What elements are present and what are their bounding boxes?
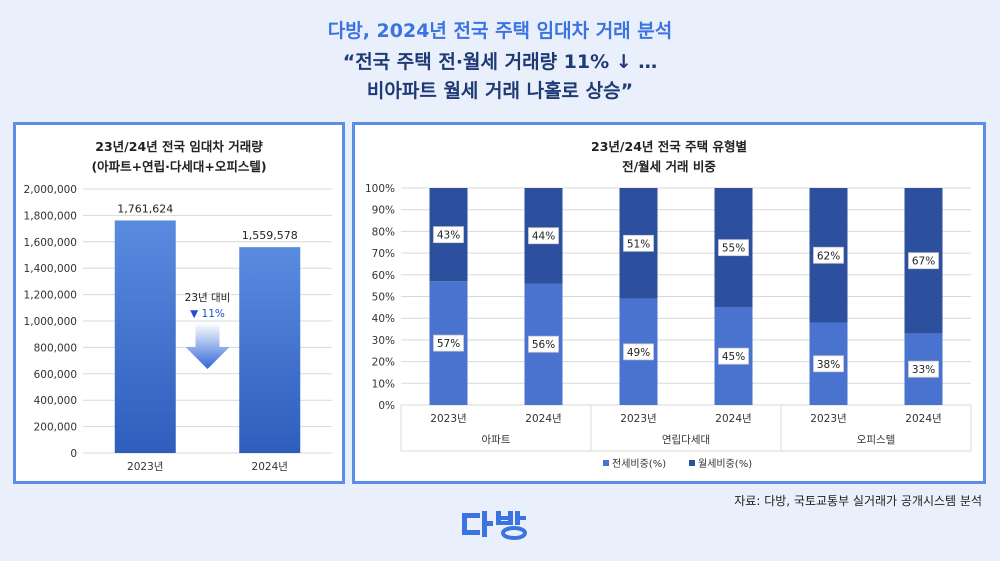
y-tick-label: 600,000: [34, 369, 77, 381]
data-label-box: [528, 335, 559, 353]
volume-chart-subtitle: (아파트+연립·다세대+오피스텔): [91, 159, 267, 174]
source-note: 자료: 다방, 국토교통부 실거래가 공개시스템 분석: [734, 494, 982, 508]
data-label: 67%: [912, 256, 935, 268]
legend-label: 월세비중(%): [698, 458, 752, 470]
y-tick-label: 100%: [365, 183, 395, 195]
y-tick-label: 50%: [372, 292, 395, 304]
data-label: 45%: [722, 351, 745, 363]
y-tick-label: 0: [70, 448, 77, 460]
y-tick-label: 30%: [372, 335, 395, 347]
y-tick-label: 70%: [372, 248, 395, 260]
x-tick-label: 2023년: [127, 461, 163, 473]
y-tick-label: 1,800,000: [24, 210, 77, 222]
data-label-box: [813, 246, 844, 264]
share-chart: 0% 10% 20% 30% 40% 50% 60% 70% 80% 90% 100% 57% 43% 2…: [365, 183, 972, 470]
annotation-change: ▼ 11%: [190, 308, 225, 320]
group-label: 연립다세대: [662, 433, 710, 446]
volume-chart-panel: 23년/24년 전국 임대차 거래량 (아파트+연립·다세대+오피스텔) 0 20…: [13, 122, 345, 484]
data-label-box: [718, 239, 749, 257]
y-tick-label: 1,600,000: [24, 237, 77, 249]
group-label: 오피스텔: [857, 434, 896, 446]
x-tick-label: 2024년: [715, 413, 751, 425]
legend-label: 전세비중(%): [612, 458, 666, 470]
y-tick-label: 60%: [372, 270, 395, 282]
legend-swatch: [603, 460, 609, 466]
share-chart-subtitle: 전/월세 거래 비중: [622, 159, 716, 174]
y-tick-label: 80%: [372, 226, 395, 238]
data-label: 44%: [532, 231, 555, 243]
y-tick-label: 2,000,000: [24, 184, 77, 196]
share-chart-title: 23년/24년 전국 주택 유형별: [591, 139, 747, 154]
data-label: 49%: [627, 347, 650, 359]
data-label-box: [718, 347, 749, 365]
y-tick-label: 10%: [372, 378, 395, 390]
data-label: 33%: [912, 364, 935, 376]
volume-chart: 0 200,000 400,000 600,000 800,000 1,000,000 1,…: [24, 184, 332, 473]
header-title: 다방, 2024년 전국 주택 임대차 거래 분석: [327, 20, 673, 42]
data-label-box: [908, 360, 939, 378]
data-label: 51%: [627, 238, 650, 250]
legend-swatch: [689, 460, 695, 466]
dabang-logo-icon: [462, 511, 527, 540]
data-label-box: [623, 234, 654, 252]
data-label: 1,559,578: [242, 229, 298, 242]
x-tick-label: 2024년: [905, 413, 941, 425]
bar-2023년: [114, 220, 176, 453]
data-label: 38%: [817, 359, 840, 371]
x-tick-label: 2023년: [810, 413, 846, 425]
y-tick-label: 40%: [372, 313, 395, 325]
share-chart-panel: 23년/24년 전국 주택 유형별 전/월세 거래 비중 0% 10% 20% 30%…: [352, 122, 986, 484]
volume-chart-title: 23년/24년 전국 임대차 거래량: [95, 139, 263, 154]
x-tick-label: 2024년: [252, 461, 288, 473]
y-tick-label: 200,000: [34, 422, 77, 434]
y-tick-label: 1,200,000: [24, 290, 77, 302]
data-label: 56%: [532, 339, 555, 351]
data-label: 55%: [722, 243, 745, 255]
data-label: 1,761,624: [117, 202, 173, 215]
data-label-box: [908, 252, 939, 270]
data-label-box: [528, 227, 559, 245]
y-tick-label: 0%: [378, 400, 395, 412]
data-label-box: [433, 334, 464, 352]
annotation-label: 23년 대비: [185, 292, 231, 304]
header-headline-line2: 비아파트 월세 거래 나홀로 상승”: [366, 80, 634, 102]
y-tick-label: 800,000: [34, 342, 77, 354]
data-label: 62%: [817, 250, 840, 262]
header-headline-line1: “전국 주택 전·월세 거래량 11% ↓ …: [342, 51, 658, 73]
data-label-box: [433, 226, 464, 244]
data-label-box: [813, 355, 844, 373]
bar-2024년: [239, 247, 301, 453]
group-label: 아파트: [482, 434, 511, 446]
y-tick-label: 20%: [372, 357, 395, 369]
y-tick-label: 400,000: [34, 395, 77, 407]
y-tick-label: 90%: [372, 205, 395, 217]
y-tick-label: 1,400,000: [24, 263, 77, 275]
data-label-box: [623, 343, 654, 361]
x-tick-label: 2023년: [430, 413, 466, 425]
data-label: 43%: [437, 230, 460, 242]
y-tick-label: 1,000,000: [24, 316, 77, 328]
down-arrow-icon: [185, 323, 230, 369]
x-tick-label: 2023년: [620, 413, 656, 425]
data-label: 57%: [437, 338, 460, 350]
x-tick-label: 2024년: [525, 413, 561, 425]
